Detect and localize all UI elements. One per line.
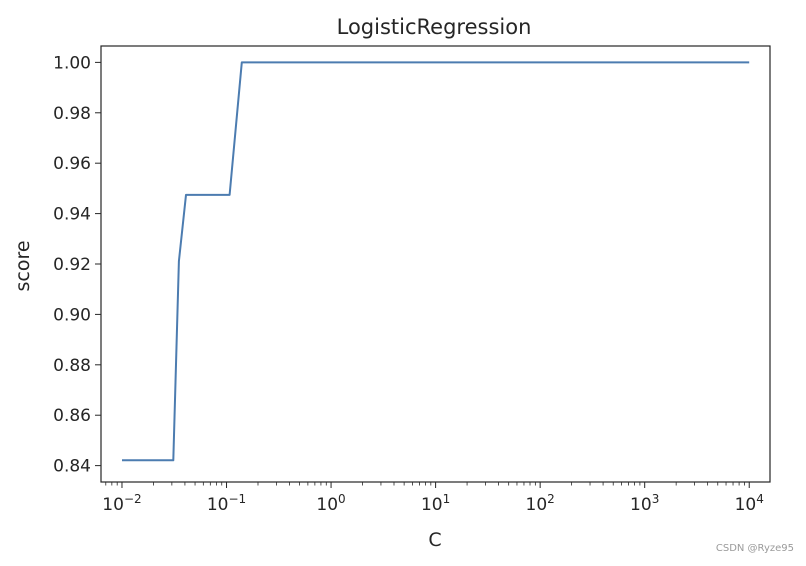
x-axis-ticks: 10−2 10−1 100 101 102 103 104	[102, 482, 764, 515]
x-tick-label: 101	[421, 492, 450, 515]
x-tick-label: 10−1	[207, 492, 246, 515]
y-tick-label: 0.90	[53, 305, 91, 325]
y-tick-label: 0.86	[53, 406, 91, 426]
x-tick-exponent: −2	[124, 492, 142, 506]
x-tick-base: 10	[735, 495, 757, 515]
x-tick-exponent: 4	[756, 492, 764, 506]
y-tick-label: 0.92	[53, 255, 91, 275]
y-axis-label: score	[12, 240, 34, 291]
x-tick-exponent: −1	[228, 492, 246, 506]
x-tick-label: 100	[316, 492, 345, 515]
x-tick-base: 10	[526, 495, 548, 515]
x-tick-exponent: 2	[547, 492, 555, 506]
x-tick-exponent: 3	[652, 492, 660, 506]
x-tick-label: 102	[526, 492, 555, 515]
y-tick-label: 0.96	[53, 154, 91, 174]
y-tick-label: 0.94	[53, 205, 91, 225]
x-tick-base: 10	[630, 495, 652, 515]
y-tick-label: 1.00	[53, 53, 91, 73]
x-tick-label: 10−2	[102, 492, 141, 515]
y-tick-label: 0.88	[53, 356, 91, 376]
x-tick-exponent: 1	[443, 492, 451, 506]
y-tick-label: 0.98	[53, 104, 91, 124]
x-axis-label: C	[428, 529, 441, 551]
series-line	[122, 61, 750, 462]
x-tick-base: 10	[102, 495, 124, 515]
x-tick-base: 10	[207, 495, 229, 515]
x-tick-base: 10	[316, 495, 338, 515]
y-axis-ticks: 0.84 0.86 0.88 0.90 0.92 0.94 0.96 0.98 1.00	[53, 53, 101, 477]
x-tick-label: 103	[630, 492, 659, 515]
x-tick-exponent: 0	[338, 492, 346, 506]
plot-frame	[100, 45, 771, 483]
x-tick-label: 104	[735, 492, 764, 515]
x-tick-base: 10	[421, 495, 443, 515]
chart-title: LogisticRegression	[337, 15, 532, 39]
y-tick-label: 0.84	[53, 457, 91, 477]
watermark: CSDN @Ryze95	[715, 543, 794, 554]
series-layer	[122, 61, 750, 462]
